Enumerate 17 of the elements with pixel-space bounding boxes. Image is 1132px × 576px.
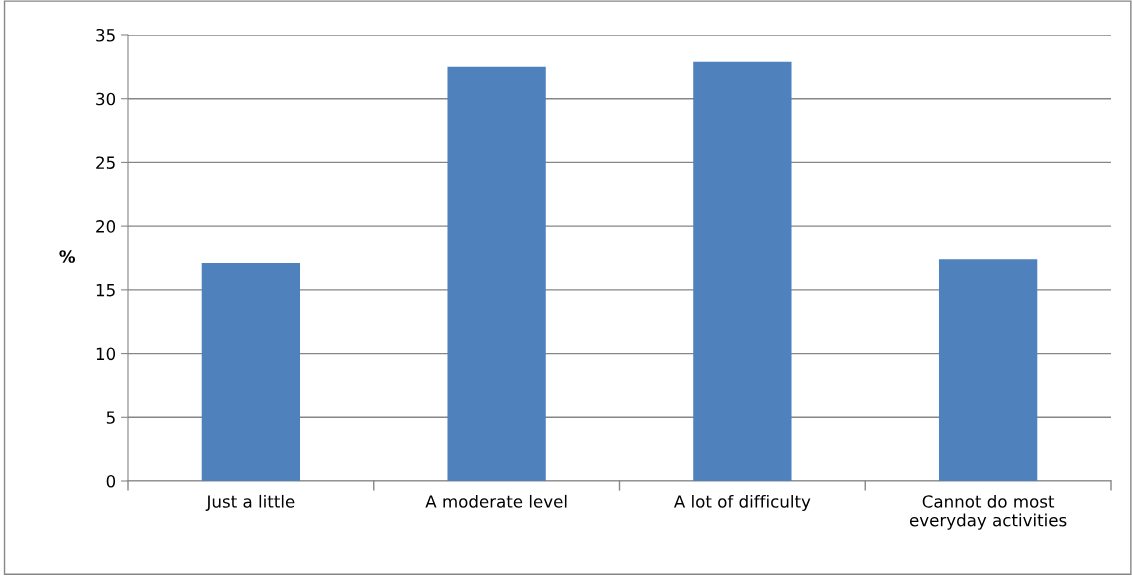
bar (201, 263, 301, 481)
y-tick-label: 20 (96, 220, 116, 233)
bar (938, 259, 1038, 481)
x-tick-label: A moderate level (425, 494, 567, 508)
y-tick-label: 25 (96, 156, 115, 169)
y-tick-label: 35 (96, 28, 115, 42)
x-tick-label: Cannot do most everyday activities (909, 494, 1067, 530)
y-tick-label: 30 (96, 92, 116, 106)
y-tick-label: 5 (106, 411, 115, 424)
bar (693, 61, 792, 481)
x-tick-label: A lot of difficulty (673, 494, 811, 512)
y-tick-label: 0 (106, 474, 116, 488)
x-tick-label: Just a little (205, 494, 295, 511)
y-tick-label: 10 (96, 347, 116, 361)
y-axis-title: % (59, 250, 76, 263)
y-tick-label: 15 (96, 284, 115, 297)
bar (447, 66, 546, 481)
